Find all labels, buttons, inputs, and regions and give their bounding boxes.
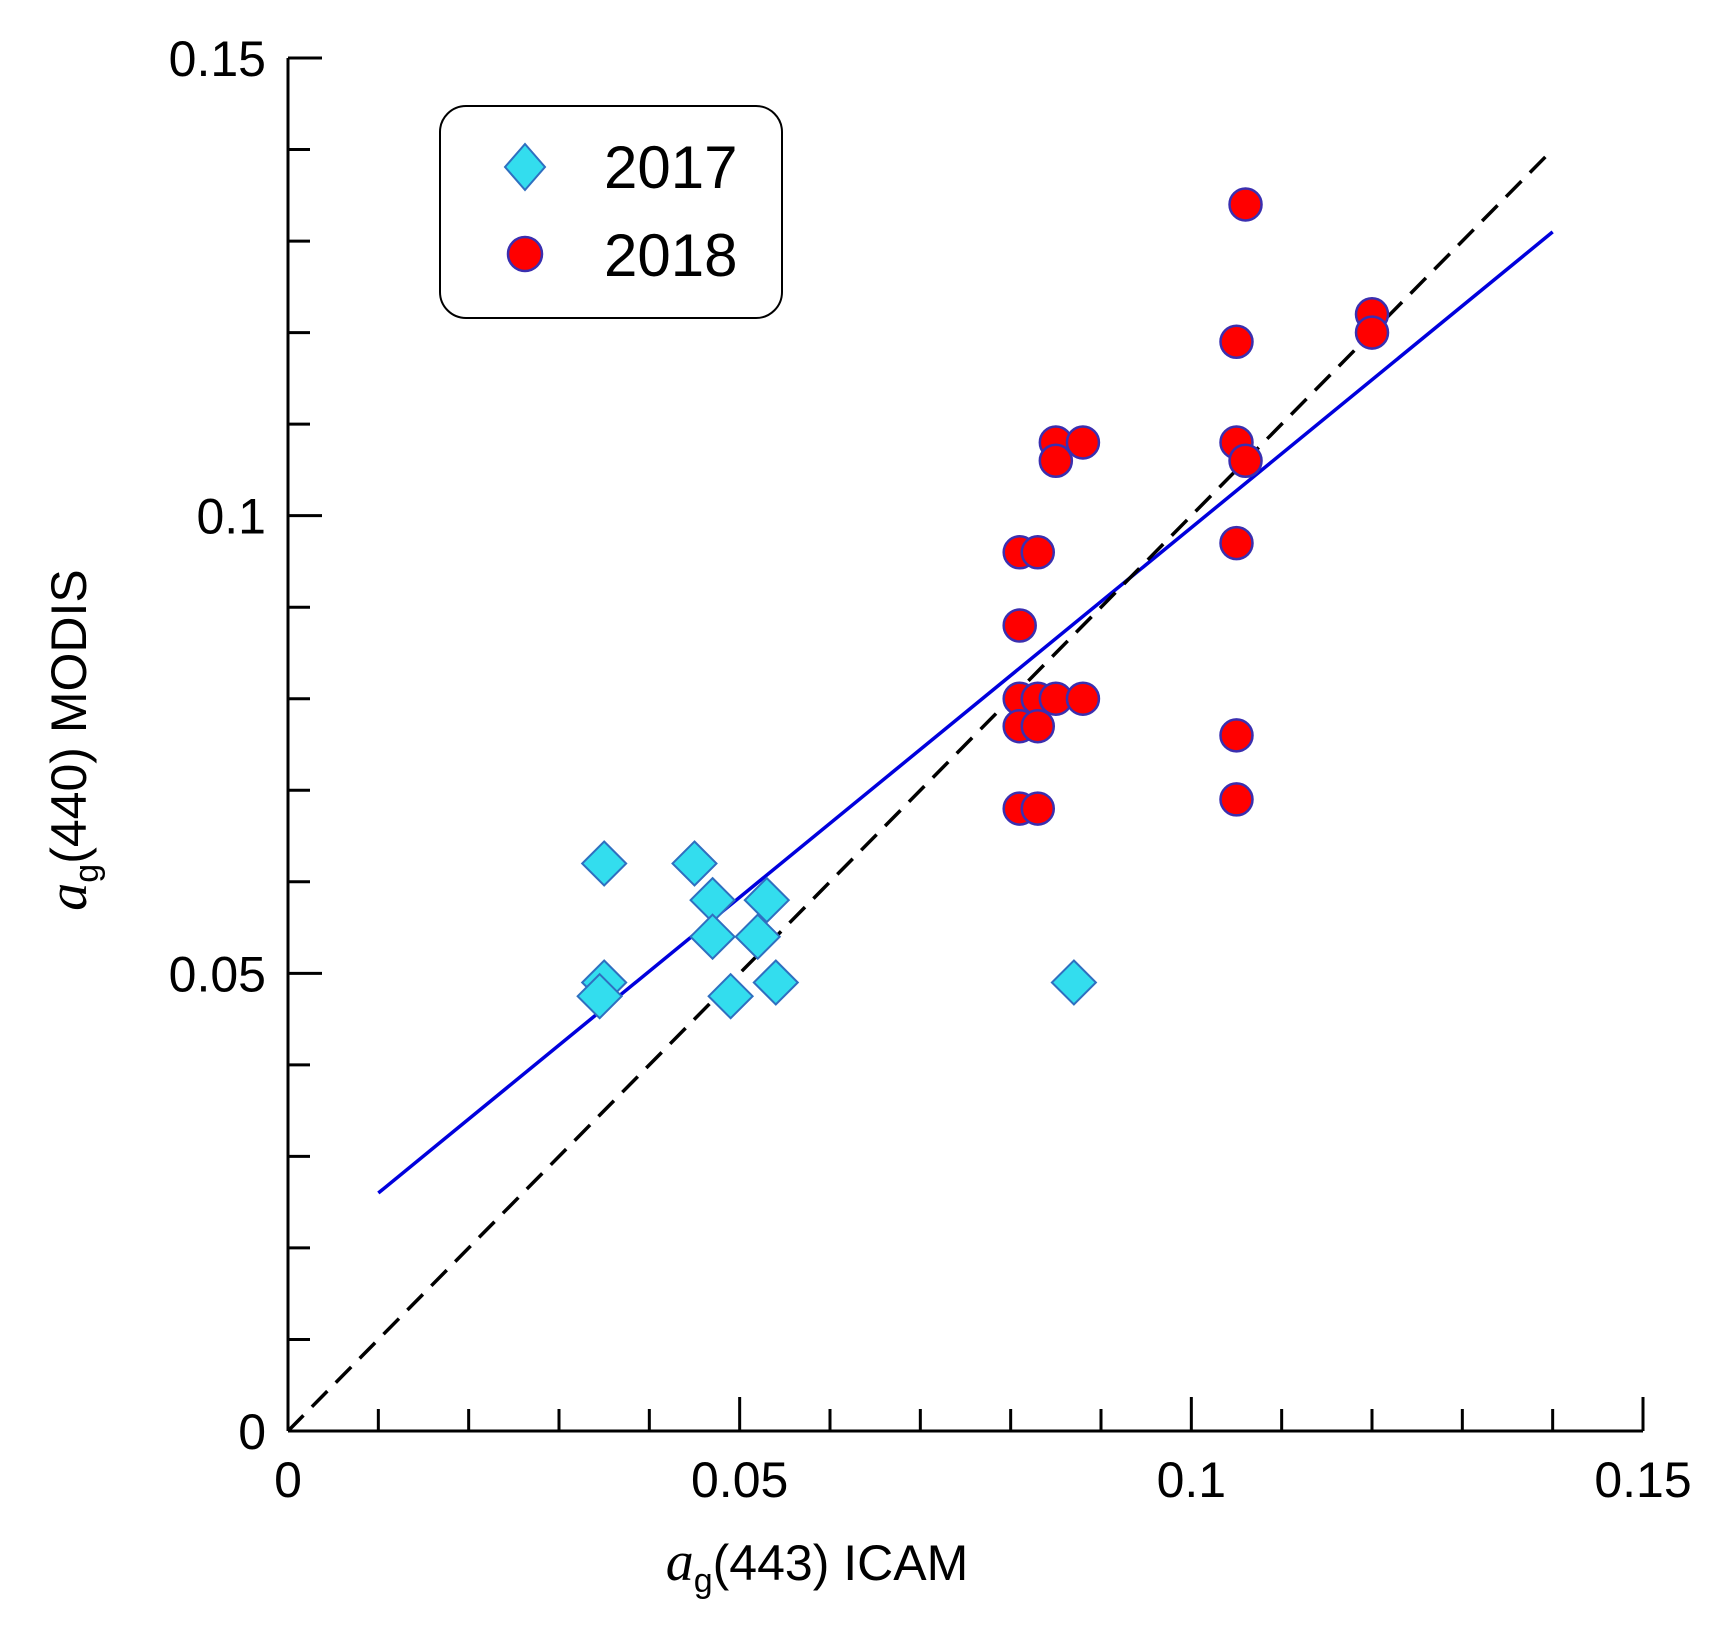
data-point-2017 [689, 913, 736, 961]
data-point-2018 [1219, 525, 1254, 561]
data-point-2017 [752, 959, 800, 1006]
data-point-2018 [1354, 315, 1390, 350]
legend: 2017 2018 [439, 105, 783, 319]
one-to-one-line [286, 148, 1554, 1433]
legend-label-2017: 2017 [604, 134, 737, 201]
y-tick-label: 0.1 [196, 489, 266, 545]
data-point-2018 [1228, 187, 1263, 222]
axes [286, 58, 1643, 1433]
reference-lines [286, 148, 1554, 1433]
x-tick-label: 0.15 [1594, 1452, 1691, 1508]
x-tick-label: 0 [274, 1452, 302, 1508]
data-point-2018 [1065, 681, 1101, 716]
data-point-2018 [1065, 425, 1101, 460]
x-axis-title: ag(443) ICAM [666, 1531, 969, 1600]
data-point-2018 [1219, 782, 1254, 817]
data-point-2017 [1050, 959, 1098, 1006]
data-point-2017 [576, 972, 624, 1020]
data-points [576, 187, 1390, 1020]
data-point-2018 [1020, 535, 1056, 570]
data-point-2017 [734, 913, 782, 961]
data-point-2018 [1219, 324, 1254, 360]
data-point-2017 [580, 840, 628, 887]
y-axis-title: ag(440) MODIS [37, 569, 106, 910]
legend-marker-2018 [506, 235, 544, 273]
data-point-2018 [1002, 608, 1037, 643]
legend-marker-2017 [503, 142, 547, 192]
data-point-2017 [743, 876, 791, 924]
data-point-2017 [707, 972, 755, 1020]
data-point-2018 [1020, 708, 1056, 744]
x-tick-label: 0.05 [691, 1452, 788, 1508]
data-point-2018 [1038, 443, 1074, 478]
regression-line [377, 230, 1554, 1195]
data-point-2017 [671, 840, 718, 887]
y-tick-label: 0.15 [169, 31, 266, 87]
data-point-2018 [1020, 791, 1056, 826]
ticks: 0 0.05 0.1 0.15 0 0.05 0.1 0.15 [169, 31, 1692, 1508]
y-tick-label: 0 [238, 1404, 266, 1460]
data-point-2018 [1228, 443, 1263, 478]
data-point-2018 [1219, 718, 1254, 753]
legend-label-2018: 2018 [604, 222, 737, 289]
x-tick-label: 0.1 [1157, 1452, 1227, 1508]
y-tick-label: 0.05 [169, 946, 266, 1002]
